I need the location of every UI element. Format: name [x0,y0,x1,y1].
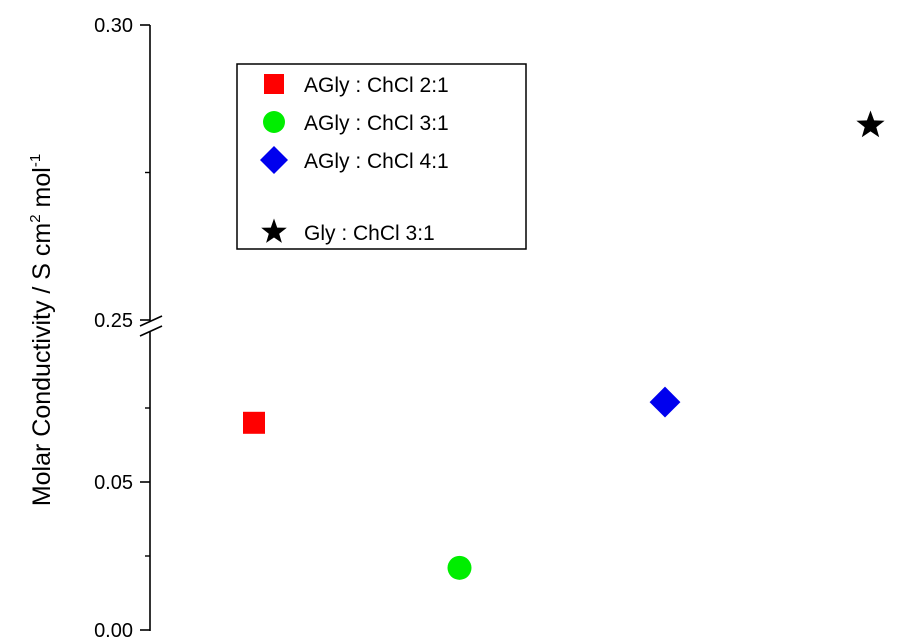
y-axis-title: Molar Conductivity / S cm2 mol-1 [27,154,56,506]
legend-marker-circle [263,111,285,133]
legend-marker-star [261,218,287,243]
legend-label: AGly : ChCl 4:1 [304,150,449,173]
data-points [243,110,885,580]
legend-label: AGly : ChCl 2:1 [304,74,449,97]
data-point-star [856,110,885,138]
y-tick-label: 0.30 [94,15,133,37]
legend-marker-diamond [260,146,288,174]
legend-box [236,63,527,250]
y-axis-title-main: Molar Conductivity / S cm [28,223,56,506]
legend-marker-square [264,74,284,94]
legend: AGly : ChCl 2:1 AGly : ChCl 3:1 AGly : ChC… [236,63,527,250]
y-tick-label: 0.05 [94,472,133,494]
y-tick-labels: 0.00 0.05 0.25 0.30 [94,15,133,639]
y-axis-title-mid: mol [28,167,56,214]
legend-label: Gly : ChCl 3:1 [304,222,435,245]
axis-break-mark-2 [139,325,163,337]
axis-break-mark-1 [139,315,163,327]
y-axis-ticks [140,24,150,631]
y-axis [139,25,163,631]
y-axis-title-sup2: -1 [27,154,44,167]
y-axis-title-sup1: 2 [27,214,44,222]
y-tick-label: 0.00 [94,620,133,639]
data-point-circle [447,555,472,580]
legend-label: AGly : ChCl 3:1 [304,112,449,135]
y-tick-label: 0.25 [94,310,133,332]
data-point-diamond [649,386,681,418]
data-point-square [243,411,265,434]
